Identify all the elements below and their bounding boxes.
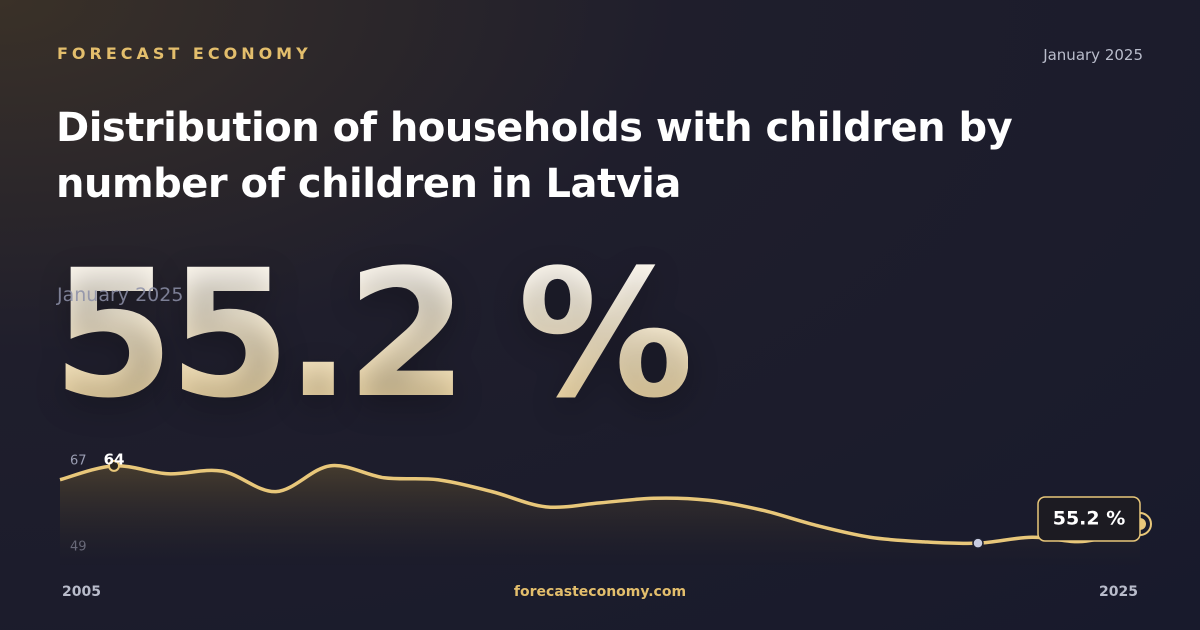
- line: [59, 463, 1141, 546]
- headline-date: January 2025: [57, 284, 184, 306]
- min-marker: [972, 537, 984, 549]
- brand: FORECAST ECONOMY: [57, 44, 312, 63]
- area: [60, 465, 1140, 565]
- max-label: 64: [104, 450, 125, 468]
- date: January 2025: [1043, 46, 1143, 64]
- x-tick-label: 2005: [62, 584, 101, 600]
- headline-value: 55.2 %: [52, 232, 694, 437]
- title: Distribution of households with children…: [56, 105, 1013, 207]
- max-marker: [108, 459, 120, 472]
- footer: forecasteconomy.com: [514, 584, 686, 600]
- y-tick-label: 67: [70, 454, 87, 469]
- last-label-box: [1037, 496, 1141, 542]
- last-label: 55.2 %: [1053, 508, 1126, 530]
- x-tick-label: 2025: [1099, 584, 1138, 600]
